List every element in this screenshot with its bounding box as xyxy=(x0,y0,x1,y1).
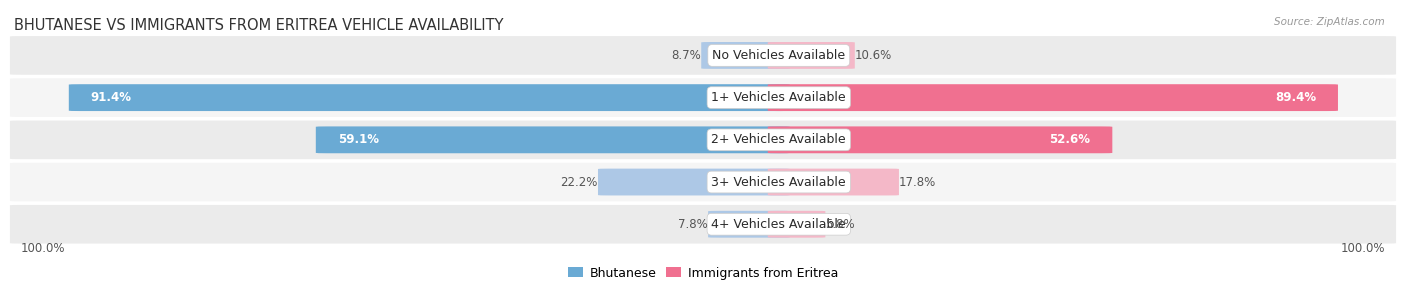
Text: 59.1%: 59.1% xyxy=(337,133,378,146)
Text: Source: ZipAtlas.com: Source: ZipAtlas.com xyxy=(1274,17,1385,27)
FancyBboxPatch shape xyxy=(702,42,790,69)
FancyBboxPatch shape xyxy=(316,126,790,153)
Text: 91.4%: 91.4% xyxy=(91,91,132,104)
FancyBboxPatch shape xyxy=(768,42,855,69)
Text: No Vehicles Available: No Vehicles Available xyxy=(713,49,845,62)
FancyBboxPatch shape xyxy=(598,169,790,195)
Text: 100.0%: 100.0% xyxy=(1340,242,1385,255)
Text: 7.8%: 7.8% xyxy=(678,218,709,231)
FancyBboxPatch shape xyxy=(10,78,1396,117)
FancyBboxPatch shape xyxy=(768,84,1339,111)
Legend: Bhutanese, Immigrants from Eritrea: Bhutanese, Immigrants from Eritrea xyxy=(564,262,842,285)
FancyBboxPatch shape xyxy=(768,211,825,238)
Text: 2+ Vehicles Available: 2+ Vehicles Available xyxy=(711,133,846,146)
FancyBboxPatch shape xyxy=(768,126,1112,153)
FancyBboxPatch shape xyxy=(768,169,898,195)
Text: 100.0%: 100.0% xyxy=(21,242,66,255)
Text: 5.8%: 5.8% xyxy=(825,218,855,231)
Text: 8.7%: 8.7% xyxy=(672,49,702,62)
Text: 52.6%: 52.6% xyxy=(1049,133,1090,146)
Text: 89.4%: 89.4% xyxy=(1275,91,1316,104)
Text: 4+ Vehicles Available: 4+ Vehicles Available xyxy=(711,218,846,231)
FancyBboxPatch shape xyxy=(10,163,1396,201)
FancyBboxPatch shape xyxy=(10,36,1396,75)
Text: 1+ Vehicles Available: 1+ Vehicles Available xyxy=(711,91,846,104)
FancyBboxPatch shape xyxy=(709,211,790,238)
FancyBboxPatch shape xyxy=(69,84,790,111)
Text: 22.2%: 22.2% xyxy=(561,176,598,188)
FancyBboxPatch shape xyxy=(10,120,1396,159)
Text: 17.8%: 17.8% xyxy=(898,176,936,188)
Text: 3+ Vehicles Available: 3+ Vehicles Available xyxy=(711,176,846,188)
Text: 10.6%: 10.6% xyxy=(855,49,891,62)
Text: BHUTANESE VS IMMIGRANTS FROM ERITREA VEHICLE AVAILABILITY: BHUTANESE VS IMMIGRANTS FROM ERITREA VEH… xyxy=(14,19,503,33)
FancyBboxPatch shape xyxy=(10,205,1396,244)
